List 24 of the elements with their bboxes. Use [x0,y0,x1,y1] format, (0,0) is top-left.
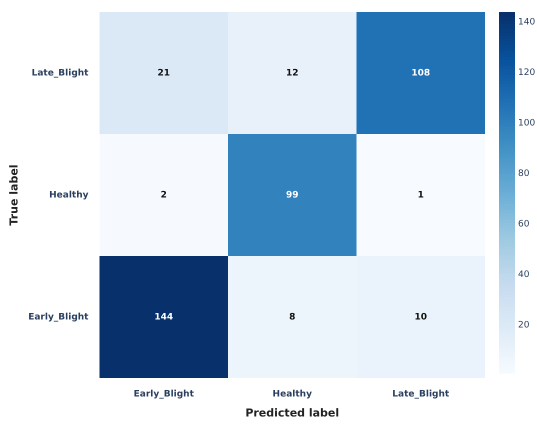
x-tick-label: Late_Blight [392,390,450,400]
color-bar-label: 60 [518,219,530,230]
x-tick-label: Healthy [272,390,312,400]
x-tick-label: Early_Blight [134,390,195,400]
color-bar-label: 20 [518,320,530,330]
data-label: 99 [286,190,299,200]
data-label: 21 [157,68,170,78]
data-label: 2 [160,190,167,200]
y-tick-label: Early_Blight [28,312,90,322]
color-bar-label: 40 [518,270,530,280]
y-tick-label: Healthy [49,190,89,200]
data-label: 8 [289,312,296,322]
color-bar-label: 100 [518,118,536,128]
color-bar-label: 120 [518,68,536,78]
color-bar-label: 140 [518,17,536,28]
color-bar-label: 80 [518,168,530,179]
data-label: 1 [418,190,424,200]
y-axis-title: True label [7,164,20,226]
y-tick-label: Late_Blight [32,68,90,78]
data-label: 144 [154,312,174,322]
x-axis-title: Predicted label [245,406,340,420]
data-label: 12 [286,68,299,78]
data-label: 10 [414,312,428,322]
data-label: 108 [411,68,430,78]
